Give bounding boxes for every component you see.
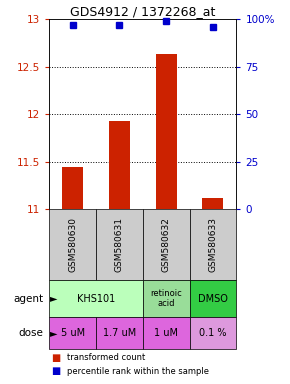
Text: 0.1 %: 0.1 % <box>199 328 227 338</box>
Text: dose: dose <box>19 328 44 338</box>
Text: ■: ■ <box>51 366 60 376</box>
Text: KHS101: KHS101 <box>77 293 115 304</box>
Text: 1.7 uM: 1.7 uM <box>103 328 136 338</box>
Text: ■: ■ <box>51 353 60 362</box>
Text: agent: agent <box>13 293 44 304</box>
Text: GSM580630: GSM580630 <box>68 217 77 272</box>
Text: ►: ► <box>50 293 58 304</box>
Text: GSM580633: GSM580633 <box>209 217 218 272</box>
Title: GDS4912 / 1372268_at: GDS4912 / 1372268_at <box>70 5 215 18</box>
Bar <box>62 167 83 209</box>
Text: transformed count: transformed count <box>67 353 145 362</box>
Text: 1 uM: 1 uM <box>154 328 178 338</box>
Text: retinoic
acid: retinoic acid <box>150 289 182 308</box>
Bar <box>109 121 130 209</box>
Text: DMSO: DMSO <box>198 293 228 304</box>
Bar <box>156 55 177 209</box>
Text: ►: ► <box>50 328 58 338</box>
Text: percentile rank within the sample: percentile rank within the sample <box>67 367 209 376</box>
Bar <box>202 198 224 209</box>
Text: GSM580632: GSM580632 <box>162 217 171 272</box>
Text: GSM580631: GSM580631 <box>115 217 124 272</box>
Text: 5 uM: 5 uM <box>61 328 85 338</box>
